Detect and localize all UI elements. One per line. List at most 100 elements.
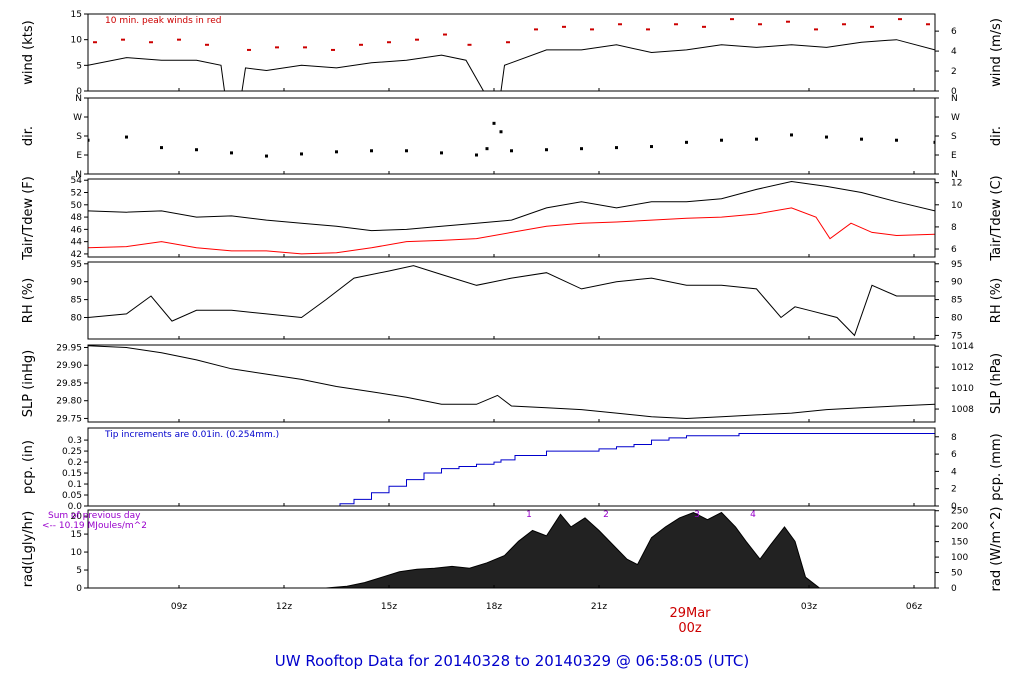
slp-ylabel: SLP (inHg) xyxy=(21,350,36,418)
wind-annotation: 10 min. peak winds in red xyxy=(105,16,222,26)
rad-series xyxy=(88,511,935,588)
rad-mark-3: 4 xyxy=(750,510,756,520)
rad-left-tick-label-1: 5 xyxy=(76,566,82,576)
dir-point-5 xyxy=(265,154,268,158)
slp-right-tick-label-3: 1014 xyxy=(951,342,974,352)
slp-right-tick-label-2: 1012 xyxy=(951,363,974,373)
pcp-right-tick-label-1: 2 xyxy=(951,485,957,495)
rad-mark-0: 1 xyxy=(526,510,532,520)
dir-point-7 xyxy=(335,150,338,154)
pcp-left-tick-label-0: 0.0 xyxy=(68,502,83,512)
temp-ylabel-right: Tair/Tdew (C) xyxy=(989,175,1004,261)
slp-ylabel-right: SLP (hPa) xyxy=(989,353,1004,414)
dir-point-13 xyxy=(492,121,496,125)
rad-left-tick-label-4: 20 xyxy=(71,512,83,522)
time-tick-label-1: 12z xyxy=(276,602,292,612)
rh-right-tick-label-0: 75 xyxy=(951,331,962,341)
rad-frame xyxy=(87,509,936,589)
pcp-left-tick-label-5: 0.25 xyxy=(62,447,82,457)
pcp-ylabel: pcp. (in) xyxy=(21,440,36,494)
rh-right-tick-label-1: 80 xyxy=(951,314,963,324)
dir-point-26 xyxy=(895,138,898,142)
slp-left-tick-label-2: 29.85 xyxy=(56,379,82,389)
dir-point-3 xyxy=(195,148,198,152)
rh-series xyxy=(88,265,935,337)
slp-left-tick-label-1: 29.80 xyxy=(56,397,82,407)
time-tick-label-4: 21z xyxy=(591,602,607,612)
dir-point-17 xyxy=(580,147,583,151)
time-tick-label-0: 09z xyxy=(171,602,187,612)
temp-left-tick-label-2: 46 xyxy=(71,225,83,235)
dir-point-21 xyxy=(720,138,723,142)
dir-right-tick-label-4: N xyxy=(951,94,958,104)
slp-left-tick-label-3: 29.90 xyxy=(56,361,82,371)
dir-point-23 xyxy=(790,133,793,137)
dir-point-19 xyxy=(650,145,653,149)
dir-right-tick-label-3: W xyxy=(951,113,960,123)
dir-point-0 xyxy=(88,138,90,142)
dir-left-tick-label-1: E xyxy=(76,151,82,161)
dir-point-14 xyxy=(499,130,503,134)
rad-mark-2: 3 xyxy=(694,510,700,520)
dir-point-4 xyxy=(230,151,233,155)
rad-ylabel: rad(Lgly/hr) xyxy=(21,511,36,587)
pcp-left-tick-label-2: 0.1 xyxy=(68,480,82,490)
wind-frame xyxy=(87,13,936,92)
pcp-left-tick-label-3: 0.15 xyxy=(62,469,82,479)
panel-wind: 0 5 10 15 0 2 4 6 wind (kts) wind (m/s) 10 min. pe… xyxy=(21,10,1004,97)
temp-series xyxy=(88,180,935,255)
rh-right-tick-label-3: 90 xyxy=(951,278,963,288)
dir-point-8 xyxy=(370,149,373,153)
panel-slp: 29.75 29.80 29.85 29.90 29.95 1008 1010 1012 101… xyxy=(21,342,1004,424)
date-sublabel: 00z xyxy=(678,621,702,636)
temp-left-tick-label-0: 42 xyxy=(71,250,82,260)
panel-rh: 80 85 90 95 75 80 85 90 95 RH (%) RH (%) xyxy=(21,260,1004,342)
dir-point-22 xyxy=(755,137,758,141)
pcp-annotation: Tip increments are 0.01in. (0.254mm.) xyxy=(104,430,279,440)
pcp-ylabel-right: pcp. (mm) xyxy=(989,433,1004,500)
slp-line-0 xyxy=(88,345,935,420)
rad-right-tick-label-5: 250 xyxy=(951,507,968,517)
panel-pcp: 0.00.050.10.150.20.250.3 0 2 4 6 8 pcp. (in) pc… xyxy=(21,427,1004,512)
pcp-right-tick-label-4: 8 xyxy=(951,433,957,443)
rad-mark-1: 2 xyxy=(603,510,609,520)
time-tick-label-6: 06z xyxy=(906,602,922,612)
dir-point-16 xyxy=(545,148,548,152)
wind-left-tick-label-3: 15 xyxy=(71,10,82,20)
pcp-left-tick-label-4: 0.2 xyxy=(68,458,82,468)
wind-right-tick-label-3: 6 xyxy=(951,27,957,37)
rad-right-tick-label-4: 200 xyxy=(951,522,968,532)
dir-right-tick-label-2: S xyxy=(951,132,957,142)
dir-left-tick-label-2: S xyxy=(76,132,82,142)
dir-right-tick-label-0: N xyxy=(951,170,958,180)
date-label: 29Mar xyxy=(669,606,711,621)
dir-right-tick-label-1: E xyxy=(951,151,957,161)
temp-frame xyxy=(87,178,936,258)
pcp-left-tick-label-6: 0.3 xyxy=(68,436,82,446)
wind-series xyxy=(88,18,935,91)
time-tick-label-3: 18z xyxy=(486,602,502,612)
pcp-line-0 xyxy=(88,433,935,506)
rh-right-tick-label-4: 95 xyxy=(951,260,962,270)
rh-ylabel: RH (%) xyxy=(21,278,36,323)
dir-series xyxy=(88,121,935,158)
temp-right-tick-label-0: 6 xyxy=(951,245,957,255)
temp-left-tick-label-4: 50 xyxy=(71,201,83,211)
slp-right-tick-label-0: 1008 xyxy=(951,405,974,415)
slp-left-tick-label-4: 29.95 xyxy=(56,343,82,353)
rad-right-tick-label-1: 50 xyxy=(951,569,963,579)
dir-left-tick-label-0: N xyxy=(75,170,82,180)
dir-point-10 xyxy=(440,151,443,155)
wind-right-tick-label-2: 4 xyxy=(951,47,957,57)
rh-left-tick-label-1: 85 xyxy=(71,296,82,306)
rh-frame xyxy=(87,261,936,340)
dir-point-11 xyxy=(475,153,478,157)
dir-point-20 xyxy=(685,140,688,144)
temp-left-tick-label-6: 54 xyxy=(71,176,83,186)
wind-left-tick-label-2: 10 xyxy=(71,36,83,46)
wind-ylabel: wind (kts) xyxy=(21,20,36,84)
pcp-right-tick-label-2: 4 xyxy=(951,467,957,477)
